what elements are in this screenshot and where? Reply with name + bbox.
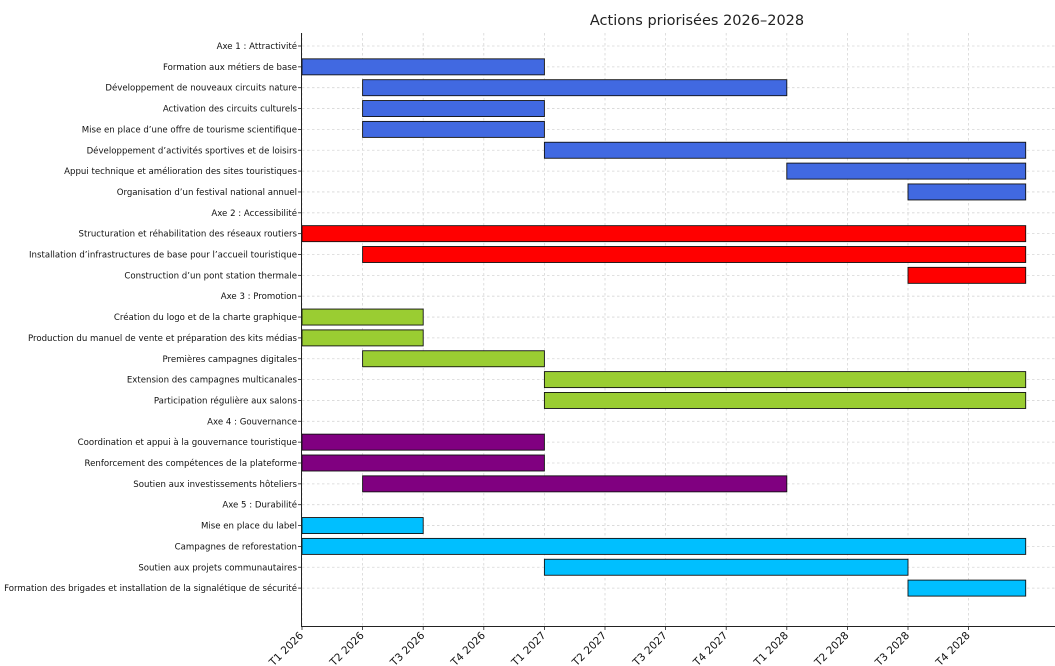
action-label: Coordination et appui à la gouvernance t… <box>78 438 297 448</box>
action-label: Structuration et réhabilitation des rése… <box>79 229 298 240</box>
action-label: Participation régulière aux salons <box>154 395 298 406</box>
action-label: Formation des brigades et installation d… <box>4 583 297 594</box>
gantt-bar <box>301 517 424 534</box>
action-label: Soutien aux investissements hôteliers <box>133 479 297 490</box>
gantt-bar <box>907 579 1027 597</box>
gantt-bar <box>362 120 545 138</box>
axis-header-label: Axe 3 : Promotion <box>221 292 297 302</box>
gantt-bar <box>301 308 424 326</box>
bars-layer <box>301 58 1027 597</box>
gantt-bar <box>301 225 1027 243</box>
action-label: Activation des circuits culturels <box>163 105 298 115</box>
x-tick-label: T3 2026 <box>388 629 428 666</box>
axes <box>301 33 1055 627</box>
chart-title: Actions priorisées 2026–2028 <box>590 13 804 29</box>
axis-header-label: Axe 2 : Accessibilité <box>211 208 297 219</box>
category-labels: Axe 1 : Attractivité Formation aux métier… <box>4 41 302 594</box>
gantt-bar <box>543 141 1027 159</box>
action-label: Mise en place d’une offre de tourisme sc… <box>82 125 297 135</box>
x-tick-label: T1 2027 <box>509 630 549 666</box>
gantt-bar <box>786 162 1027 180</box>
x-tick-label: T1 2028 <box>751 630 791 666</box>
gantt-bar <box>362 475 788 493</box>
gantt-bar <box>301 329 424 347</box>
action-label: Campagnes de reforestation <box>175 542 297 552</box>
x-tick-label: T3 2027 <box>630 630 670 666</box>
gantt-bar <box>362 246 1027 263</box>
action-label: Renforcement des compétences de la plate… <box>85 458 298 469</box>
gantt-bar <box>362 100 545 118</box>
axis-header-label: Axe 1 : Attractivité <box>217 41 297 52</box>
action-label: Soutien aux projets communautaires <box>138 563 297 573</box>
action-label: Développement de nouveaux circuits natur… <box>105 83 297 94</box>
gantt-bar <box>907 183 1027 201</box>
axis-header-label: Axe 5 : Durabilité <box>222 500 297 511</box>
gantt-bar <box>362 79 788 97</box>
x-tick-label: T4 2028 <box>933 630 973 666</box>
action-label: Construction d’un pont station thermale <box>124 271 297 281</box>
gantt-bar <box>362 350 545 368</box>
x-tick-label: T2 2026 <box>327 629 367 666</box>
action-label: Premières campagnes digitales <box>162 354 297 365</box>
axis-header-label: Axe 4 : Gouvernance <box>207 417 297 427</box>
gantt-bar <box>543 558 909 576</box>
x-tick-labels: T1 2026 T2 2026 T3 2026 T4 2026 T1 2027 T2 20… <box>266 626 973 666</box>
action-label: Mise en place du label <box>201 522 297 532</box>
action-label: Développement d’activités sportives et d… <box>87 145 298 156</box>
action-label: Organisation d’un festival national annu… <box>117 188 297 198</box>
x-tick-label: T2 2027 <box>569 630 609 666</box>
gantt-bar <box>301 454 545 472</box>
x-tick-label: T3 2028 <box>872 630 912 666</box>
x-tick-label: T4 2026 <box>448 629 488 666</box>
x-tick-label: T2 2028 <box>812 630 852 666</box>
action-label: Production du manuel de vente et prépara… <box>28 333 298 344</box>
x-tick-label: T1 2026 <box>266 629 306 666</box>
action-label: Extension des campagnes multicanales <box>127 376 298 386</box>
action-label: Formation aux métiers de base <box>163 62 297 73</box>
gantt-bar <box>301 433 545 451</box>
gantt-bar <box>543 392 1027 409</box>
action-label: Installation d’infrastructures de base p… <box>29 251 297 261</box>
gantt-bar <box>907 266 1027 284</box>
action-label: Appui technique et amélioration des site… <box>64 166 297 177</box>
x-tick-label: T4 2027 <box>691 630 731 666</box>
gantt-bar <box>301 58 545 76</box>
gantt-bar <box>543 371 1027 389</box>
action-label: Création du logo et de la charte graphiq… <box>114 312 297 323</box>
gantt-bar <box>301 537 1027 555</box>
